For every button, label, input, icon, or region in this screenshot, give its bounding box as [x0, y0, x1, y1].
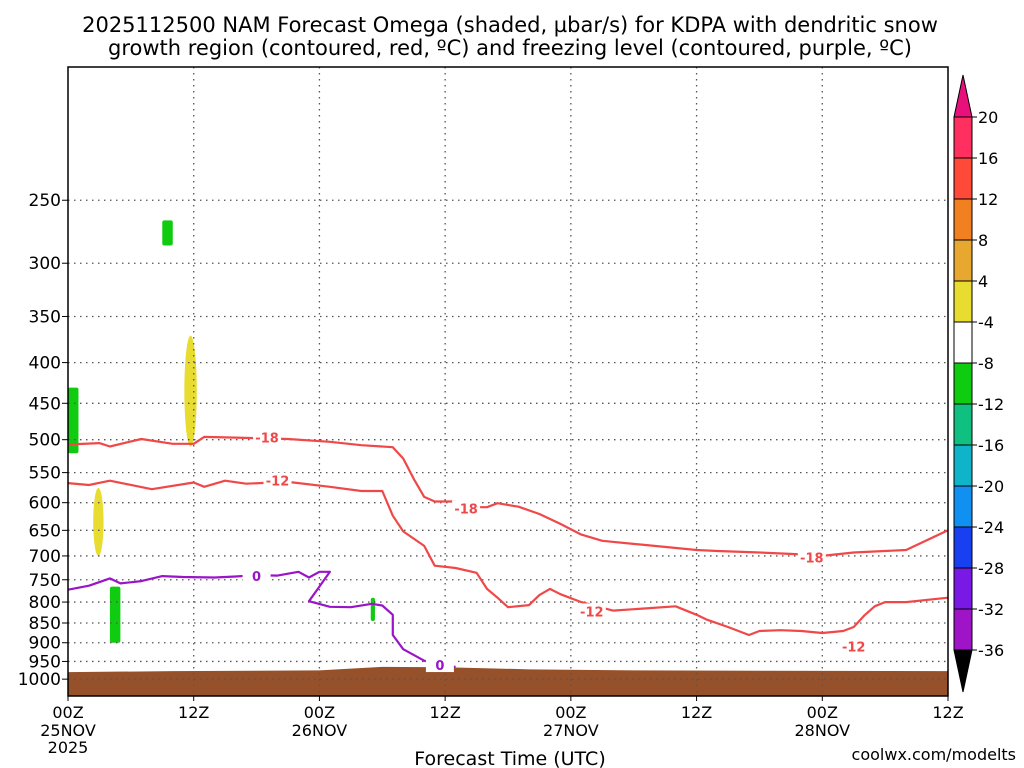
x-date-label-6: 28NOV — [794, 721, 850, 740]
contour-label-bg-minus18-2 — [797, 549, 826, 565]
colorbar-label-13: -36 — [978, 641, 1004, 660]
contour-label-minus12-0: -12 — [266, 475, 290, 490]
omega-yellow-patch-1 — [93, 487, 104, 556]
contour-label-freezing0-0: 0 — [252, 570, 261, 585]
colorbar-top-triangle — [953, 74, 973, 118]
colorbar-segment-4 — [953, 280, 973, 323]
x-tick-label-5: 12Z — [681, 703, 712, 722]
colorbar-segment-2 — [953, 198, 973, 241]
contour-freezing0 — [68, 570, 456, 668]
y-tick-label-1000: 1000 — [18, 670, 61, 690]
colorbar-label-3: 8 — [978, 231, 988, 250]
colorbar-segment-12 — [953, 608, 973, 651]
chart-title-line1: 2025112500 NAM Forecast Omega (shaded, µ… — [82, 13, 938, 37]
colorbar-label-8: -16 — [978, 436, 1004, 455]
contour-label-bg-freezing0-0 — [242, 568, 271, 584]
y-tick-label-650: 650 — [29, 521, 61, 541]
contour-label-minus12-2: -12 — [842, 641, 866, 656]
credit-text[interactable]: coolwx.com/modelts — [852, 745, 1016, 764]
contour-label-freezing0-1: 0 — [435, 659, 444, 674]
colorbar-bottom-triangle — [953, 649, 973, 693]
contour-minus18 — [68, 435, 948, 557]
colorbar-label-11: -28 — [978, 559, 1004, 578]
colorbar-segment-9 — [953, 485, 973, 528]
contour-label-minus12-1: -12 — [580, 605, 604, 620]
x-date-label-0: 25NOV — [40, 721, 96, 740]
x-tick-label-1: 12Z — [178, 703, 209, 722]
colorbar-segment-7 — [953, 403, 973, 446]
contour-label-minus18-2: -18 — [800, 551, 824, 566]
y-tick-label-400: 400 — [29, 354, 61, 374]
x-tick-label-0: 00Z — [52, 703, 83, 722]
omega-yellow-patch-0 — [184, 335, 197, 447]
y-tick-label-800: 800 — [29, 593, 61, 613]
contour-label-bg-minus18-1 — [452, 500, 481, 516]
x-axis-label: Forecast Time (UTC) — [414, 748, 605, 768]
y-tick-label-550: 550 — [29, 464, 61, 484]
contour-label-bg-minus12-0 — [263, 472, 292, 488]
contour-label-minus18-0: -18 — [255, 432, 279, 447]
colorbar-segment-11 — [953, 567, 973, 610]
x-date-label-2: 26NOV — [292, 721, 348, 740]
y-tick-label-250: 250 — [29, 191, 61, 211]
colorbar-label-5: -4 — [978, 313, 994, 332]
contour-label-bg-minus12-2 — [839, 638, 868, 654]
colorbar-label-6: -8 — [978, 354, 994, 373]
contour-label-minus18-1: -18 — [454, 502, 478, 517]
omega-green-patch-2 — [109, 586, 121, 643]
y-tick-label-600: 600 — [29, 494, 61, 514]
y-tick-label-500: 500 — [29, 431, 61, 451]
x-tick-label-7: 12Z — [932, 703, 963, 722]
y-tick-label-950: 950 — [29, 652, 61, 672]
colorbar-label-0: 20 — [978, 108, 998, 127]
omega-green-patch-1 — [68, 387, 79, 454]
ground-surface — [68, 666, 948, 696]
colorbar-label-7: -12 — [978, 395, 1004, 414]
colorbar-label-2: 12 — [978, 190, 998, 209]
colorbar-segment-5 — [953, 321, 973, 364]
colorbar-segment-8 — [953, 444, 973, 487]
chart-title-line2: growth region (contoured, red, ºC) and f… — [108, 36, 912, 60]
x-tick-label-6: 00Z — [807, 703, 838, 722]
omega-green-patch-0 — [162, 220, 173, 246]
omega-green-patch-3 — [370, 597, 375, 621]
contour-minus12 — [68, 479, 948, 637]
y-tick-label-350: 350 — [29, 307, 61, 327]
colorbar-segment-10 — [953, 526, 973, 569]
colorbar-label-12: -32 — [978, 600, 1004, 619]
x-tick-label-4: 00Z — [555, 703, 586, 722]
colorbar-label-4: 4 — [978, 272, 988, 291]
plot-area: 2503003504004505005506006507007508008509… — [18, 66, 964, 757]
y-tick-label-750: 750 — [29, 571, 61, 591]
contour-label-bg-minus18-0 — [253, 429, 282, 445]
x-tick-label-2: 00Z — [304, 703, 335, 722]
colorbar-label-9: -20 — [978, 477, 1004, 496]
x-date-label-4: 27NOV — [543, 721, 599, 740]
colorbar-segment-1 — [953, 157, 973, 200]
y-tick-label-850: 850 — [29, 614, 61, 634]
y-tick-label-450: 450 — [29, 394, 61, 414]
y-tick-label-300: 300 — [29, 254, 61, 274]
contour-label-bg-minus12-1 — [577, 603, 606, 619]
colorbar-segment-6 — [953, 362, 973, 405]
plot-frame — [67, 66, 949, 697]
contour-label-bg-freezing0-1 — [425, 657, 454, 673]
y-tick-label-900: 900 — [29, 634, 61, 654]
colorbar: 20 16 12 8 4 -4 -8 -12 -16 -20 -24 -28 -32 -36 — [953, 74, 1004, 693]
x-year-label-0: 2025 — [48, 738, 89, 757]
y-tick-label-700: 700 — [29, 547, 61, 567]
colorbar-segment-0 — [953, 116, 973, 159]
x-tick-label-3: 12Z — [429, 703, 460, 722]
colorbar-segment-3 — [953, 239, 973, 282]
colorbar-label-1: 16 — [978, 149, 998, 168]
colorbar-label-10: -24 — [978, 518, 1004, 537]
